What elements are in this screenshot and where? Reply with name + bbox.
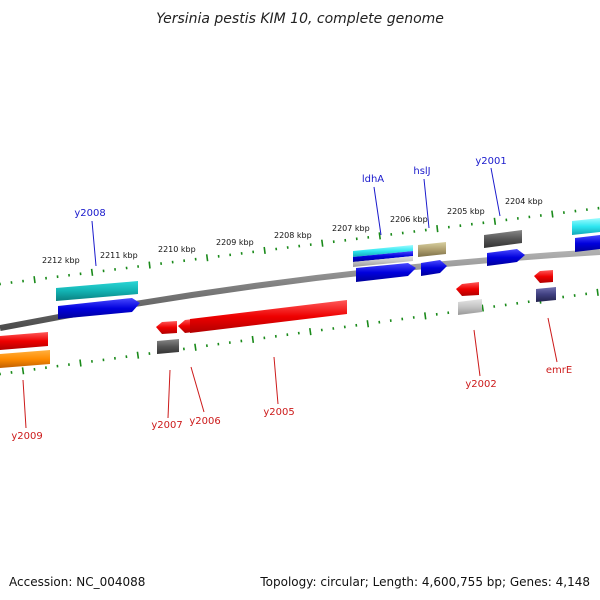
gene-label-y2002[interactable]: y2002 bbox=[465, 379, 496, 390]
major-tick bbox=[436, 225, 439, 233]
kbp-label: 2204 kbp bbox=[505, 197, 543, 206]
feature-edge-cyan[interactable] bbox=[572, 218, 600, 235]
reverse-strand-features bbox=[0, 270, 556, 368]
major-tick bbox=[136, 351, 140, 359]
major-tick bbox=[148, 261, 151, 269]
feature-edge-blue[interactable] bbox=[575, 235, 600, 252]
major-tick bbox=[205, 254, 209, 262]
leader-y2005 bbox=[273, 356, 279, 405]
leader-y2002 bbox=[473, 329, 481, 377]
kbp-label: 2207 kbp bbox=[332, 224, 370, 233]
label-leader-lines bbox=[22, 167, 558, 429]
leader-y2001 bbox=[490, 167, 501, 217]
gene-labels: y2008 ldhA hslJ y2001 y2009 y2007 y2006 … bbox=[11, 156, 572, 442]
feature-emrE-gene[interactable] bbox=[534, 270, 553, 283]
gene-label-hslJ[interactable]: hslJ bbox=[413, 166, 430, 177]
gene-label-y2007[interactable]: y2007 bbox=[151, 420, 182, 431]
map-title: Yersinia pestis KIM 10, complete genome bbox=[156, 11, 444, 27]
feature-ldhA-gene[interactable] bbox=[356, 263, 416, 282]
major-tick bbox=[21, 367, 25, 375]
feature-ldhA-blue[interactable] bbox=[353, 251, 413, 262]
outer-tick-ruler bbox=[0, 206, 600, 286]
major-tick bbox=[321, 239, 324, 247]
major-tick bbox=[79, 359, 82, 367]
kbp-labels: 2212 kbp 2211 kbp 2210 kbp 2209 kbp 2208… bbox=[42, 197, 543, 265]
feature-y2006-gene[interactable] bbox=[178, 319, 193, 333]
gene-label-y2005[interactable]: y2005 bbox=[263, 407, 294, 418]
kbp-label: 2210 kbp bbox=[158, 245, 196, 254]
feature-y2008-teal[interactable] bbox=[56, 281, 138, 301]
leader-emrE bbox=[547, 317, 558, 363]
major-tick bbox=[90, 268, 94, 276]
feature-y2009-gene[interactable] bbox=[0, 332, 48, 350]
feature-ldhA-cyan[interactable] bbox=[353, 245, 413, 257]
leader-y2009 bbox=[22, 379, 27, 429]
feature-ldhA-gray[interactable] bbox=[353, 256, 413, 267]
gene-label-y2009[interactable]: y2009 bbox=[11, 431, 42, 442]
accession-text: Accession: NC_004088 bbox=[9, 575, 145, 589]
feature-y2002-gene[interactable] bbox=[456, 282, 479, 296]
feature-y2001-gray[interactable] bbox=[484, 230, 522, 248]
major-tick bbox=[194, 343, 197, 351]
gene-label-emrE[interactable]: emrE bbox=[546, 365, 572, 376]
feature-y2009-orange[interactable] bbox=[0, 350, 50, 368]
kbp-label: 2209 kbp bbox=[216, 238, 254, 247]
major-tick bbox=[378, 232, 381, 240]
gene-label-ldhA[interactable]: ldhA bbox=[362, 174, 384, 185]
leader-ldhA bbox=[373, 186, 382, 236]
kbp-label: 2211 kbp bbox=[100, 251, 138, 260]
major-tick bbox=[551, 210, 554, 218]
major-tick bbox=[481, 304, 484, 312]
major-tick bbox=[263, 246, 266, 255]
feature-y2001-gene[interactable] bbox=[487, 249, 525, 266]
major-tick bbox=[251, 335, 255, 344]
feature-y2002-gray[interactable] bbox=[458, 299, 482, 315]
major-tick bbox=[309, 327, 312, 336]
leader-y2008 bbox=[91, 220, 97, 267]
kbp-label: 2206 kbp bbox=[390, 215, 428, 224]
gene-label-y2006[interactable]: y2006 bbox=[189, 416, 220, 427]
leader-y2007 bbox=[167, 369, 171, 419]
leader-hslJ bbox=[423, 178, 430, 229]
kbp-label: 2208 kbp bbox=[274, 231, 312, 240]
feature-hslJ-olive[interactable] bbox=[418, 242, 446, 257]
major-tick bbox=[596, 288, 599, 296]
major-tick bbox=[493, 217, 497, 225]
feature-hslJ-gene[interactable] bbox=[421, 260, 447, 276]
feature-y2005-gene[interactable] bbox=[190, 300, 347, 333]
major-tick bbox=[424, 312, 427, 320]
feature-y2007-gray[interactable] bbox=[157, 339, 179, 354]
kbp-label: 2212 kbp bbox=[42, 256, 80, 265]
forward-strand-features bbox=[56, 218, 600, 319]
feature-emrE-navy[interactable] bbox=[536, 287, 556, 302]
kbp-label: 2205 kbp bbox=[447, 207, 485, 216]
gene-label-y2001[interactable]: y2001 bbox=[475, 156, 506, 167]
feature-y2008-gene[interactable] bbox=[58, 298, 140, 319]
leader-y2006 bbox=[190, 366, 205, 413]
topology-summary-text: Topology: circular; Length: 4,600,755 bp… bbox=[259, 575, 590, 589]
major-tick bbox=[33, 276, 36, 284]
inner-tick-ruler bbox=[0, 288, 599, 376]
gene-label-y2008[interactable]: y2008 bbox=[74, 208, 105, 219]
feature-y2007-gene[interactable] bbox=[156, 321, 177, 334]
major-tick bbox=[366, 320, 370, 328]
